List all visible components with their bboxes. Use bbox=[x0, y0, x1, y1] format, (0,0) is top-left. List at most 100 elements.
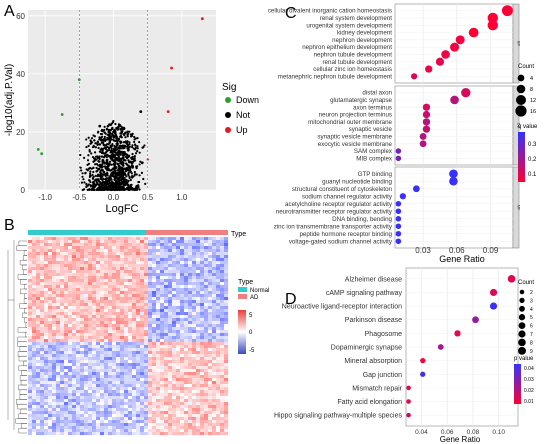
go-term-label: neuron projection terminus bbox=[319, 112, 392, 119]
kegg-color-legend: p value 0.04 0.03 0.02 0.01 bbox=[514, 356, 534, 405]
go-dot bbox=[422, 118, 431, 126]
volcano-y-tick-label: 20 bbox=[16, 128, 25, 137]
go-dot bbox=[412, 185, 420, 193]
go-term-label: SAM complex bbox=[354, 148, 393, 155]
kegg-size-legend-label: 2 bbox=[530, 290, 533, 296]
kegg-size-legend-label: 9 bbox=[530, 349, 533, 355]
go-term-label: neurotransmitter receptor regulator acti… bbox=[276, 208, 393, 215]
go-dot bbox=[487, 20, 498, 31]
legend-ad-label: AD bbox=[250, 295, 259, 301]
go-term-label: glutamatergic synapse bbox=[330, 97, 392, 104]
go-dot bbox=[455, 35, 465, 45]
go-dot bbox=[395, 230, 402, 237]
volcano-not-significant-cloud bbox=[79, 119, 149, 192]
kegg-pathway-label: Fatty acid elongation bbox=[337, 399, 402, 406]
volcano-legend-marker-down bbox=[225, 97, 231, 103]
volcano-y-tick-label: 60 bbox=[16, 12, 25, 21]
go-x-tick-label: 0.06 bbox=[449, 246, 465, 255]
volcano-y-tick-label: 0 bbox=[21, 186, 26, 195]
go-size-legend-dot bbox=[516, 84, 526, 94]
go-dot bbox=[461, 87, 471, 98]
go-term-label: nephron tubule development bbox=[314, 51, 393, 58]
go-term-label: nephron epithelium development bbox=[302, 44, 392, 51]
go-term-label: renal tubule development bbox=[323, 59, 393, 66]
kegg-x-tick-label: 0.08 bbox=[467, 429, 480, 436]
kegg-size-legend-dot bbox=[519, 289, 525, 295]
go-term-label: peptide hormone receptor binding bbox=[299, 231, 392, 238]
heatmap-legend: Type Normal AD 5 0 -5 bbox=[238, 279, 269, 354]
kegg-color-tick-0: 0.04 bbox=[524, 366, 534, 372]
kegg-size-legend-label: 5 bbox=[530, 315, 533, 321]
heatmap-cells bbox=[28, 237, 229, 436]
volcano-x-tick-label: 0.0 bbox=[108, 193, 120, 202]
go-size-legend-label: 12 bbox=[530, 98, 536, 104]
heatmap-annotation-label: Type bbox=[231, 231, 246, 238]
volcano-point-down bbox=[40, 152, 44, 156]
volcano-point-down bbox=[36, 147, 40, 151]
kegg-size-legend: Count 2 3 4 5 6 7 8 9 bbox=[518, 280, 534, 355]
kegg-size-legend-dot bbox=[518, 330, 526, 338]
go-term-label: nephron development bbox=[332, 37, 392, 44]
volcano-point-up bbox=[170, 66, 173, 70]
go-x-tick-label: 0.03 bbox=[415, 246, 431, 255]
go-x-tick-label: 0.09 bbox=[483, 246, 499, 255]
kegg-pathway-label: Mismatch repair bbox=[352, 385, 402, 392]
kegg-size-legend-label: 3 bbox=[530, 298, 533, 304]
kegg-size-legend-dot bbox=[518, 338, 526, 347]
go-dot bbox=[487, 12, 498, 24]
kegg-size-legend-label: 4 bbox=[530, 307, 533, 313]
go-dot bbox=[425, 65, 433, 73]
kegg-dot bbox=[406, 385, 411, 391]
panel-d: D Alzheimer disease cAMP signaling pathwa… bbox=[274, 267, 534, 444]
go-dot bbox=[395, 155, 402, 162]
volcano-x-axis-label: LogFC bbox=[105, 203, 138, 215]
go-dot bbox=[422, 110, 431, 119]
heatmap-color-scale bbox=[238, 310, 246, 354]
volcano-legend-title: Sig bbox=[222, 82, 236, 93]
kegg-color-scale bbox=[514, 364, 521, 404]
go-dot bbox=[399, 193, 406, 200]
volcano-point-down bbox=[60, 113, 64, 116]
kegg-pathway-label: Dopaminergic synapse bbox=[331, 345, 402, 352]
go-dot bbox=[450, 42, 460, 52]
go-term-label: exocytic vesicle membrane bbox=[318, 141, 393, 148]
kegg-size-legend-dot bbox=[519, 305, 525, 312]
go-dot bbox=[449, 176, 458, 186]
volcano-y-axis-label: -log10(adj.P.Val) bbox=[4, 64, 15, 136]
go-x-axis-label: Gene Ratio bbox=[439, 254, 485, 264]
go-term-label: cellular divalent inorganic cation homeo… bbox=[268, 8, 392, 15]
go-term-label: MIB complex bbox=[356, 155, 393, 162]
panel-d-letter: D bbox=[285, 291, 297, 308]
go-dot bbox=[419, 133, 427, 140]
go-term-label: kidney development bbox=[337, 30, 392, 37]
volcano-x-tick-label: -1.0 bbox=[38, 193, 52, 202]
volcano-plot-area bbox=[28, 10, 216, 190]
kegg-pathway-label: Mineral absorption bbox=[344, 358, 402, 365]
go-facet-strip-bp bbox=[512, 3, 520, 84]
kegg-size-legend-label: 6 bbox=[530, 324, 533, 330]
go-dot bbox=[422, 103, 431, 111]
go-term-label: synaptic vesicle membrane bbox=[317, 133, 392, 140]
go-dot bbox=[450, 95, 459, 105]
panel-a-letter: A bbox=[4, 3, 15, 20]
go-size-legend-dot bbox=[515, 94, 527, 106]
go-term-label: axon terminus bbox=[353, 104, 392, 111]
kegg-color-legend-title: p value bbox=[514, 356, 534, 362]
go-size-legend-dot bbox=[515, 105, 527, 117]
go-color-scale bbox=[518, 132, 525, 182]
volcano-x-tick-label: 0.5 bbox=[142, 193, 154, 202]
heatmap-scale-tick-high: 5 bbox=[249, 313, 253, 319]
volcano-legend-label-up: Up bbox=[236, 125, 248, 135]
kegg-pathway-label: Neuroactive ligand-receptor interaction bbox=[282, 304, 402, 311]
go-dot bbox=[419, 140, 427, 148]
volcano-point-down bbox=[77, 78, 81, 82]
volcano-point-not bbox=[98, 124, 102, 128]
volcano-legend-marker-up bbox=[225, 127, 231, 133]
heatmap-row-dendrogram bbox=[7, 240, 27, 434]
go-facet-strip-label: MF bbox=[517, 205, 522, 211]
go-term-label: urogenital system development bbox=[306, 22, 392, 29]
kegg-dot bbox=[420, 358, 426, 364]
panel-b-letter: B bbox=[4, 217, 15, 234]
panel-c-letter: C bbox=[285, 5, 297, 22]
